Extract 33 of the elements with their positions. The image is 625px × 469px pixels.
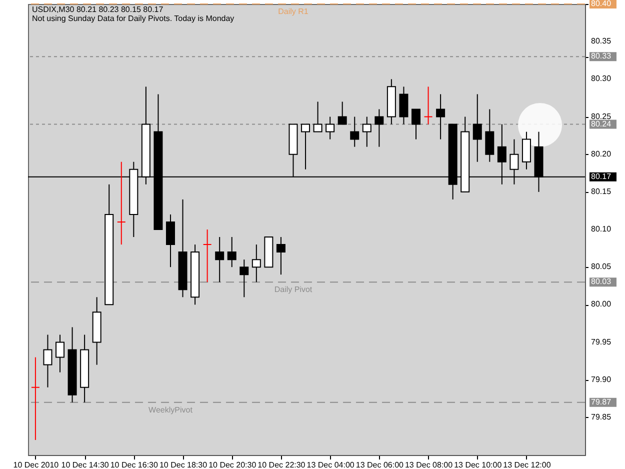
y-tick-label: 80.17	[591, 172, 612, 181]
y-tick-label: 80.33	[591, 52, 612, 61]
x-tick-label: 10 Dec 14:30	[61, 460, 110, 469]
x-tick-label: 10 Dec 20:30	[208, 460, 257, 469]
y-tick-label: 80.30	[591, 74, 612, 84]
x-tick-label: 13 Dec 12:00	[503, 460, 552, 469]
y-tick-label: 79.85	[591, 412, 612, 422]
x-tick-label: 10 Dec 22:30	[258, 460, 306, 469]
y-tick-label: 80.35	[591, 36, 612, 46]
y-tick-label: 80.00	[591, 300, 612, 309]
x-tick-label: 10 Dec 18:30	[159, 460, 208, 469]
y-tick-label: 80.40	[591, 0, 612, 8]
ref-line-label: Daily R1	[278, 7, 309, 16]
x-tick-label: 10 Dec 16:30	[110, 460, 159, 469]
ref-line-label: WeeklyPivot	[148, 405, 194, 414]
y-tick-label: 80.20	[591, 149, 612, 158]
y-tick-label: 79.95	[591, 337, 612, 346]
y-tick-label: 80.10	[591, 224, 612, 234]
x-tick-label: 13 Dec 06:00	[356, 460, 404, 469]
x-tick-label: 13 Dec 08:00	[404, 460, 454, 469]
text: Not using Sunday Data for Daily Pivots. Today is Monday	[32, 14, 234, 23]
ref-line-label: Daily Pivot	[274, 285, 313, 294]
y-tick-label: 80.05	[591, 262, 612, 272]
y-tick-label: 80.24	[591, 119, 612, 128]
y-tick-label: 79.90	[591, 374, 612, 384]
x-tick-label: 13 Dec 04:00	[306, 460, 355, 469]
x-tick-label: 13 Dec 10:00	[454, 460, 502, 469]
x-tick-label: 10 Dec 2010	[13, 460, 60, 469]
y-tick-label: 80.03	[591, 277, 612, 286]
y-tick-label: 79.87	[591, 397, 612, 406]
y-tick-label: 80.15	[591, 186, 612, 196]
y-tick-label: 80.25	[591, 112, 612, 121]
chart-title: USDIX,M30 80.21 80.23 80.15 80.17	[32, 5, 164, 14]
